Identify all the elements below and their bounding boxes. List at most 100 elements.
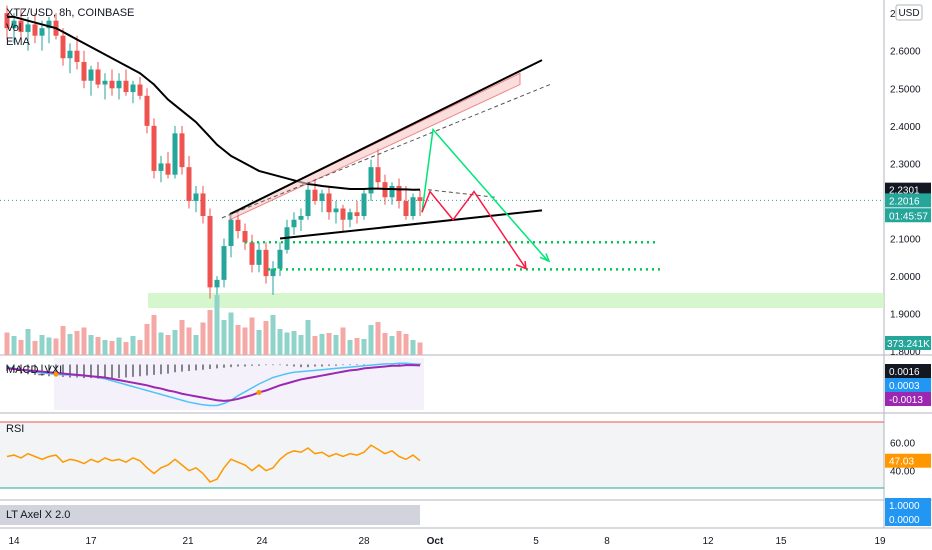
candle-body: [396, 185, 402, 201]
candle-body: [319, 193, 325, 201]
volume-bar: [305, 320, 311, 355]
lt-badge: 1.0000: [889, 501, 920, 512]
volume-bar: [263, 321, 269, 355]
lt-legend-bg: [0, 505, 420, 525]
candle-body: [130, 84, 136, 93]
candle-body: [291, 219, 297, 228]
time-tick-label: Oct: [427, 536, 444, 547]
time-tick-label: 21: [182, 536, 194, 547]
volume-bar: [242, 327, 248, 355]
volume-bar: [88, 335, 94, 355]
candle-body: [102, 80, 108, 85]
price-badge-bg: [885, 193, 931, 208]
ema-line: [7, 15, 421, 191]
rsi-tick-label: 40.00: [890, 467, 915, 478]
volume-bars: [4, 295, 423, 355]
candle-body: [46, 20, 52, 29]
lt-badge-bg: [885, 498, 931, 512]
volume-bar: [32, 341, 38, 355]
time-tick-label: 8: [604, 536, 610, 547]
volume-bar: [326, 333, 332, 355]
price-axis[interactable]: 2.70002.60002.50002.40002.30002.20002.10…: [885, 9, 931, 526]
candle-body: [354, 212, 360, 217]
price-tick-label: 2.6000: [890, 47, 921, 58]
volume-bar: [200, 322, 206, 355]
time-tick-label: 24: [256, 536, 268, 547]
volume-bar: [130, 336, 136, 355]
currency-label[interactable]: USD: [898, 8, 919, 19]
volume-bar: [270, 315, 276, 355]
candle-body: [228, 219, 234, 247]
time-axis[interactable]: 14 17 21 24 28 Oct 5 8 12 15 19: [8, 536, 886, 547]
volume-bar: [18, 340, 24, 355]
volume-bar: [179, 320, 185, 355]
volume-bar: [382, 333, 388, 355]
candle-body: [109, 80, 115, 89]
volume-bar: [228, 312, 234, 355]
volume-bar: [214, 295, 220, 355]
symbol-title[interactable]: XTZ/USD, 8h, COINBASE: [6, 7, 134, 19]
volume-bar: [25, 329, 31, 355]
candle-body: [235, 219, 241, 232]
price-badge-bg: [885, 208, 931, 223]
time-tick-label: 14: [8, 536, 20, 547]
volume-bar: [67, 334, 73, 355]
candle-body: [249, 242, 255, 265]
candle-body: [144, 95, 150, 126]
candle-body: [95, 69, 101, 85]
price-tick-label: 2.3000: [890, 159, 921, 170]
lt-badge: 0.0000: [889, 515, 920, 526]
volume-bar: [53, 338, 59, 355]
candle-body: [305, 189, 311, 217]
time-tick-label: 5: [533, 536, 539, 547]
macd-cross-marker: [256, 389, 262, 395]
price-tick-label: 1.9000: [890, 310, 921, 321]
candle-body: [326, 193, 332, 213]
candle-body: [137, 84, 143, 96]
volume-bar: [60, 326, 66, 355]
volume-bar: [4, 332, 10, 355]
price-badge: 01:45:57: [889, 211, 928, 222]
candle-body: [179, 133, 185, 168]
candle-body: [312, 189, 318, 201]
time-tick-label: 12: [702, 536, 714, 547]
ema-legend[interactable]: EMA: [6, 36, 31, 48]
volume-bar: [354, 338, 360, 355]
volume-bar: [249, 317, 255, 355]
vol-legend[interactable]: Vol: [6, 22, 21, 34]
drawings-foreground[interactable]: [221, 59, 662, 271]
rsi-tick-label: 60.00: [890, 438, 915, 449]
volume-bar: [102, 340, 108, 355]
volume-bar: [207, 310, 213, 355]
volume-bar: [417, 342, 423, 355]
volume-bar: [368, 325, 374, 355]
rsi-badge: 47.03: [889, 457, 914, 468]
candle-body: [410, 197, 416, 217]
volume-bar: [410, 340, 416, 355]
candle-body: [165, 163, 171, 175]
volume-bar: [137, 340, 143, 355]
ascending-channel-zone: [229, 72, 521, 221]
time-tick-label: 28: [358, 536, 370, 547]
volume-bar: [312, 336, 318, 355]
volume-bar: [277, 329, 283, 355]
macd-badge: -0.0013: [889, 395, 923, 406]
time-tick-label: 19: [874, 536, 886, 547]
candle-body: [32, 24, 38, 36]
candle-body: [417, 197, 423, 201]
volume-bar: [151, 315, 157, 355]
volume-bar: [74, 331, 80, 355]
volume-bar: [81, 327, 87, 355]
candle-body: [18, 20, 24, 32]
candle-body: [207, 216, 213, 288]
macd-legend[interactable]: MACD_VXI: [6, 364, 62, 376]
time-tick-label: 15: [775, 536, 787, 547]
candle-body: [242, 231, 248, 243]
volume-bar: [123, 342, 129, 355]
rsi-legend[interactable]: RSI: [6, 423, 24, 435]
macd-badge-bg: [885, 392, 931, 406]
price-badge: 2.2016: [889, 196, 920, 207]
currency-button[interactable]: [895, 4, 923, 21]
lt-legend[interactable]: LT Axel X 2.0: [6, 509, 70, 521]
